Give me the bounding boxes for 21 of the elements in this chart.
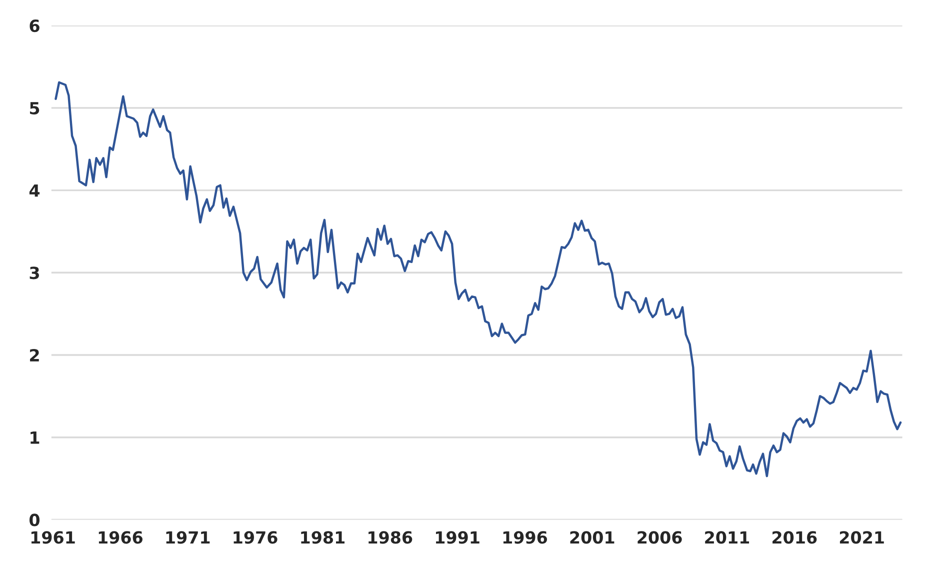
x-tick-label: 1986 [368,531,412,544]
x-tick-label: 2011 [705,531,750,544]
x-tick-label: 2021 [840,531,884,544]
y-tick-label: 5 [30,102,40,114]
x-tick-label: 1991 [436,531,480,544]
x-tick-label: 2001 [570,531,614,544]
x-tick-label: 1981 [301,531,345,544]
x-tick-label: 1971 [166,531,210,544]
x-tick-label: 1966 [98,531,142,544]
x-tick-label: 1996 [503,531,548,544]
line-series [54,81,902,478]
y-tick-label: 1 [30,432,40,444]
y-tick-label: 0 [30,514,40,526]
y-tick-label: 3 [30,266,39,280]
y-tick-label: 4 [29,184,40,197]
y-tick-label: 6 [30,20,40,32]
y-tick-label: 2 [30,348,39,362]
x-tick-label: 1976 [234,531,278,544]
x-tick-label: 2006 [638,531,682,544]
x-tick-label: 1961 [31,531,75,544]
x-tick-label: 2016 [772,531,817,544]
